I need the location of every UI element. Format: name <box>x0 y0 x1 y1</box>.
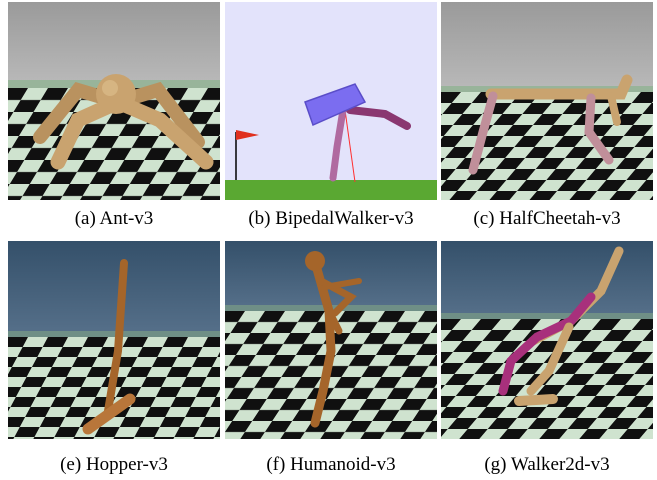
caption-bipedal-walker: (b) BipedalWalker-v3 <box>248 208 414 229</box>
caption-walker2d: (g) Walker2d-v3 <box>484 454 610 475</box>
bipedal-walker-scene <box>225 2 437 200</box>
panel-humanoid <box>225 241 437 439</box>
walker2d-scene <box>441 241 653 439</box>
caption-ant: (a) Ant-v3 <box>74 208 154 229</box>
humanoid-scene <box>225 241 437 439</box>
hopper-scene <box>8 241 220 439</box>
ant-scene <box>8 2 220 200</box>
panel-half-cheetah <box>441 2 653 200</box>
panel-hopper <box>8 241 220 439</box>
half-cheetah-scene <box>441 2 653 200</box>
caption-half-cheetah: (c) HalfCheetah-v3 <box>473 208 621 229</box>
panel-ant <box>8 2 220 200</box>
caption-hopper: (e) Hopper-v3 <box>60 454 168 475</box>
panel-walker2d <box>441 241 653 439</box>
panel-bipedal-walker <box>225 2 437 200</box>
caption-humanoid: (f) Humanoid-v3 <box>266 454 396 475</box>
